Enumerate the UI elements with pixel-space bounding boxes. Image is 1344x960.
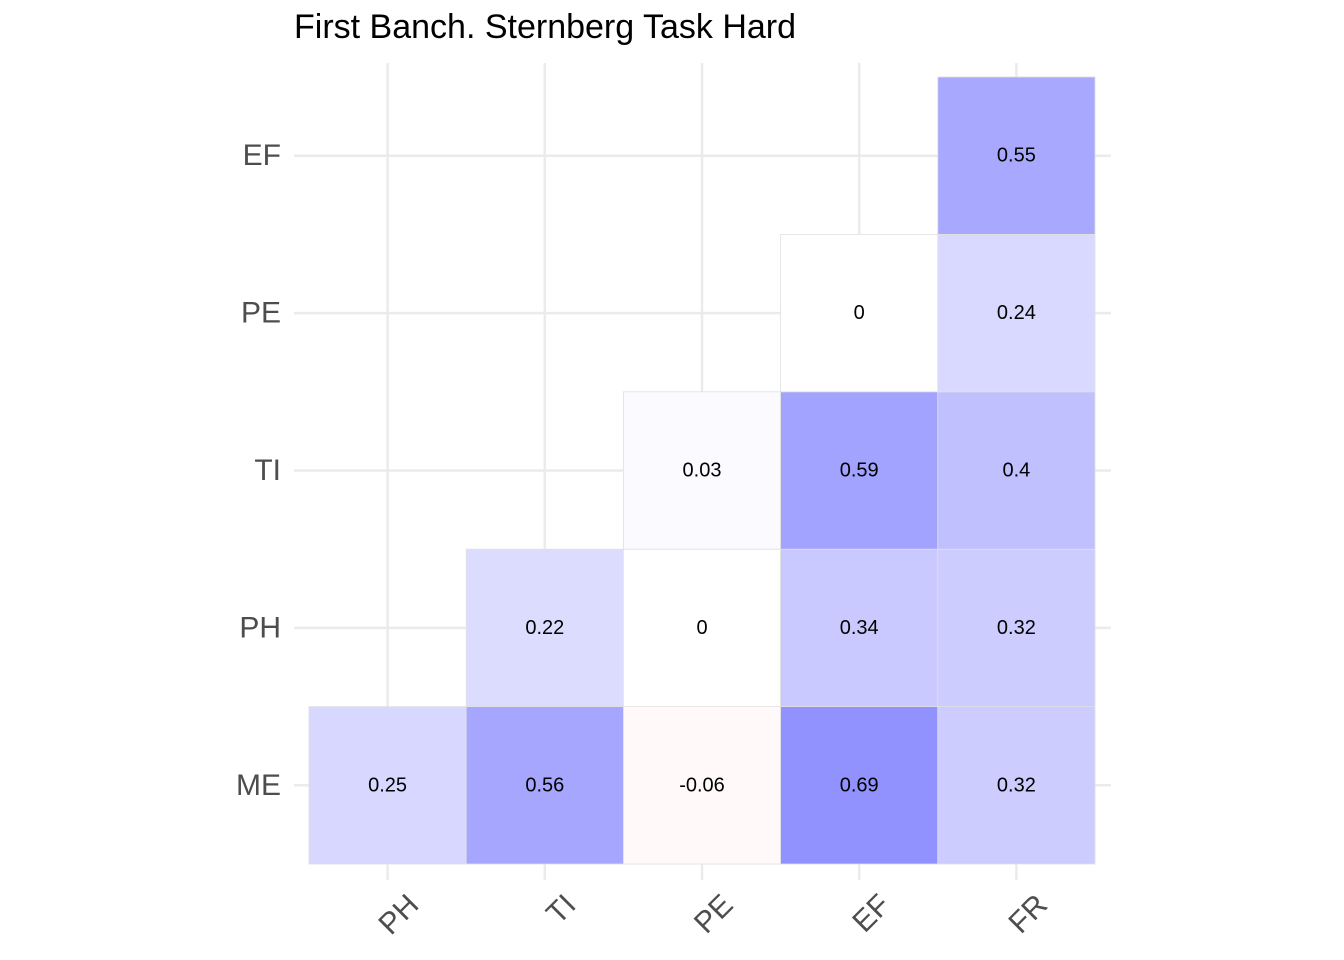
heatmap-cells <box>308 76 1096 865</box>
cell-value-label: -0.06 <box>679 774 725 796</box>
cell-value-label: 0.24 <box>997 302 1036 324</box>
heatmap-cell-ti-me <box>465 706 624 865</box>
y-tick-label: ME <box>236 769 281 802</box>
heatmap-cell-ef-me <box>780 706 939 865</box>
heatmap-cell-ph-me <box>308 706 467 865</box>
y-tick-label: EF <box>243 139 281 172</box>
cell-value-label: 0.22 <box>525 617 564 639</box>
cell-value-label: 0.59 <box>840 460 879 482</box>
heatmap-cell-pe-ti <box>623 391 782 550</box>
x-tick-label: EF <box>846 888 896 938</box>
x-tick-label: FR <box>1002 888 1054 940</box>
y-tick-label: PH <box>239 611 281 644</box>
chart-title: First Banch. Sternberg Task Hard <box>294 8 797 46</box>
cell-value-label: 0.4 <box>1002 460 1030 482</box>
x-tick-label: PE <box>688 888 740 940</box>
cell-value-label: 0.56 <box>525 774 564 796</box>
heatmap-cell-pe-ph <box>623 548 782 708</box>
heatmap-cell-ti-ph <box>465 548 624 708</box>
heatmap-cell-fr-me <box>937 706 1096 865</box>
cell-value-label: 0 <box>696 617 707 639</box>
heatmap-cell-fr-ti <box>937 391 1096 550</box>
heatmap-cell-fr-ph <box>937 548 1096 708</box>
cell-value-label: 0 <box>854 302 865 324</box>
y-tick-label: PE <box>241 297 281 330</box>
y-axis-ticks: ME PH TI PE EF <box>236 139 281 802</box>
cell-value-label: 0.03 <box>683 460 722 482</box>
cell-value-label: 0.34 <box>840 617 879 639</box>
cell-labels: 0.25 0.56 -0.06 0.69 0.32 0.22 0 0.34 0.32 0.03 0.… <box>368 145 1036 797</box>
cell-value-label: 0.32 <box>997 617 1036 639</box>
x-axis-ticks: PH TI PE EF FR <box>372 888 1054 941</box>
heatmap-cell-ef-pe <box>780 233 939 393</box>
cell-value-label: 0.69 <box>840 774 879 796</box>
cell-value-label: 0.25 <box>368 774 407 796</box>
y-tick-label: TI <box>254 454 281 487</box>
heatmap-cell-pe-me <box>623 706 782 865</box>
x-tick-label: TI <box>540 888 582 930</box>
cell-value-label: 0.55 <box>997 145 1036 167</box>
x-tick-label: PH <box>372 888 425 941</box>
heatmap-cell-fr-pe <box>937 233 1096 393</box>
cell-value-label: 0.32 <box>997 774 1036 796</box>
heatmap-cell-fr-ef <box>937 76 1096 235</box>
